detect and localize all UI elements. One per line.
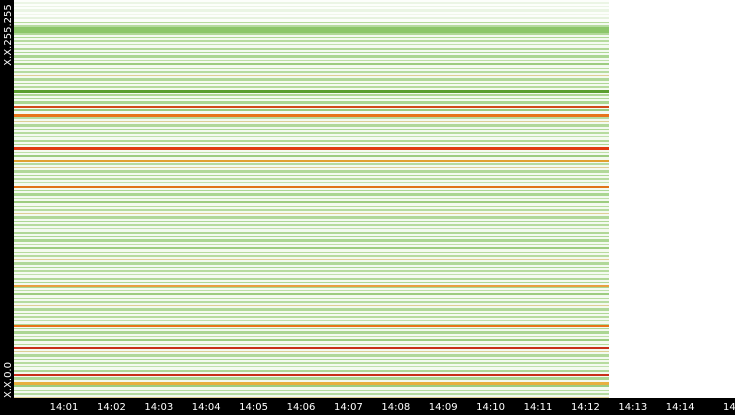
stripe — [14, 347, 609, 349]
y-axis-band — [0, 0, 14, 415]
heatmap-area — [14, 0, 609, 398]
x-tick-label: 14:08 — [381, 402, 410, 413]
x-tick-label: 14 — [723, 402, 735, 413]
stripe — [14, 186, 609, 188]
stripe — [14, 114, 609, 117]
x-tick-label: 14:01 — [50, 402, 79, 413]
stripe — [14, 374, 609, 376]
x-tick-label: 14:05 — [239, 402, 268, 413]
stripe — [14, 106, 609, 108]
heatmap-texture — [14, 0, 609, 398]
x-tick-label: 14:13 — [618, 402, 647, 413]
x-tick-label: 14:07 — [334, 402, 363, 413]
x-tick-label: 14:11 — [524, 402, 553, 413]
x-tick-label: 14:04 — [192, 402, 221, 413]
x-axis-band — [0, 398, 735, 415]
x-tick-label: 14:09 — [429, 402, 458, 413]
x-tick-label: 14:06 — [287, 402, 316, 413]
stripe — [14, 147, 609, 150]
sparse-band — [14, 0, 609, 22]
stripe — [14, 160, 609, 162]
stripe — [14, 382, 609, 385]
y-axis-label: X.X.0.0 — [3, 362, 14, 398]
stripe — [14, 325, 609, 327]
y-axis-label: X.X.255.255 — [3, 4, 14, 65]
x-tick-label: 14:03 — [144, 402, 173, 413]
x-tick-label: 14:10 — [476, 402, 505, 413]
x-tick-label: 14:12 — [571, 402, 600, 413]
stripe — [14, 90, 609, 93]
x-tick-label: 14:02 — [97, 402, 126, 413]
x-tick-label: 14:14 — [666, 402, 695, 413]
stripe — [14, 285, 609, 287]
stripe — [14, 27, 609, 33]
